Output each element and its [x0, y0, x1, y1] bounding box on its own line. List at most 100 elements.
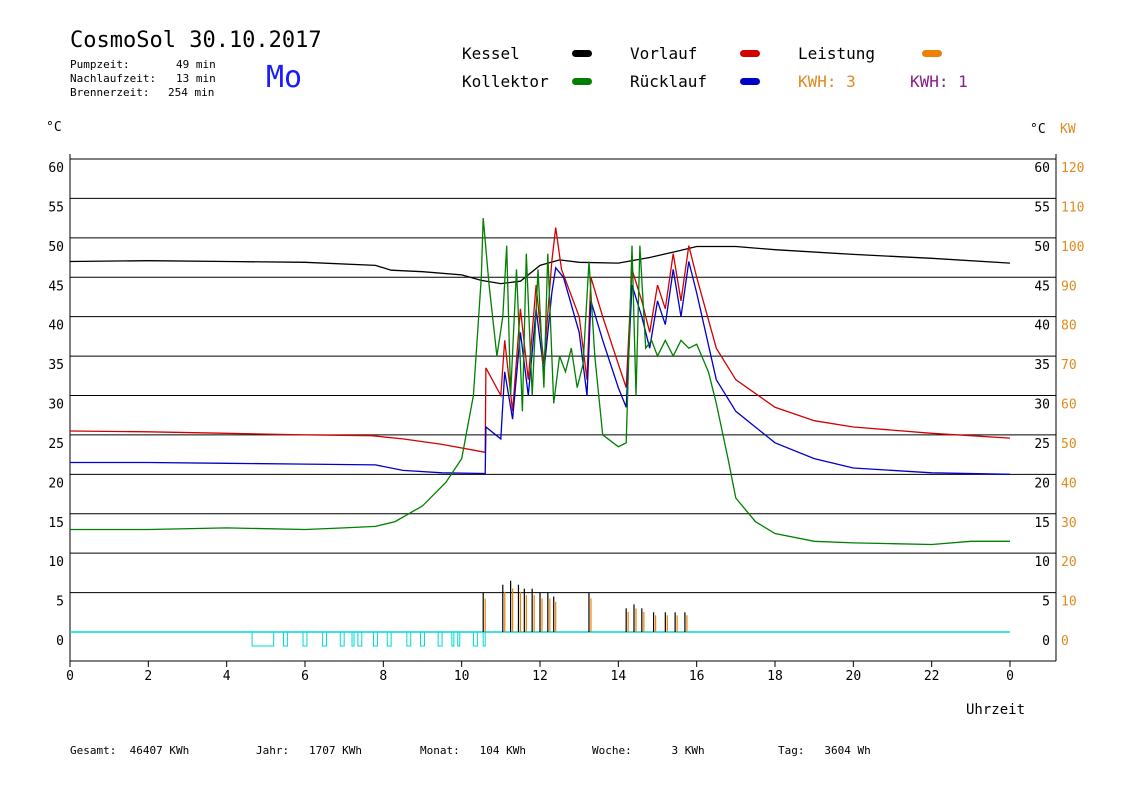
y-tick-label: 50	[48, 240, 64, 255]
x-tick-label: 6	[301, 669, 309, 684]
y-right-tick-label: 5	[1042, 595, 1050, 610]
x-tick-label: 0	[1006, 669, 1014, 684]
x-tick-label: 22	[924, 669, 940, 684]
x-tick-label: 0	[66, 669, 74, 684]
nachlaufzeit-value: 13 min	[176, 72, 216, 85]
pump-interval	[373, 631, 378, 647]
chart-title: CosmoSol 30.10.2017	[70, 28, 322, 53]
legend-kollektor: Kollektor	[462, 72, 549, 91]
y-right-tick-label: 10	[1034, 555, 1050, 570]
pumpzeit-value: 49 min	[176, 58, 216, 71]
y-tick-label: 5	[56, 595, 64, 610]
legend-kollektor-swatch	[572, 78, 592, 85]
pump-interval	[302, 631, 308, 647]
pump-interval	[437, 631, 443, 647]
y-tick-label: 35	[48, 358, 64, 373]
kw-tick-label: 100	[1061, 240, 1084, 255]
footer-jahr: Jahr: 1707 KWh	[256, 744, 362, 757]
series-line-kessel	[69, 245, 1011, 285]
kw-tick-label: 120	[1061, 161, 1084, 176]
pump-interval	[357, 631, 363, 647]
y-tick-label: 20	[48, 476, 64, 491]
y-tick-label: 0	[56, 634, 64, 649]
x-tick-label: 14	[611, 669, 627, 684]
y-right-tick-label: 35	[1034, 358, 1050, 373]
brennerzeit-label: Brennerzeit:	[70, 86, 150, 99]
weekday-label: Mo	[266, 60, 303, 95]
pump-interval	[322, 631, 328, 647]
kw-tick-label: 0	[1061, 634, 1069, 649]
y-tick-label: 15	[48, 516, 64, 531]
y-right-tick-label: 15	[1034, 516, 1050, 531]
legend-kessel-swatch	[572, 50, 592, 57]
y-right-tick-label: 25	[1034, 437, 1050, 452]
y-right-tick-label: 40	[1034, 319, 1050, 334]
kw-tick-label: 90	[1061, 279, 1077, 294]
y-right-tick-label: 20	[1034, 476, 1050, 491]
kw-tick-label: 20	[1061, 555, 1077, 570]
kw-tick-label: 110	[1061, 200, 1084, 215]
x-tick-label: 12	[532, 669, 548, 684]
y-right-tick-label: 45	[1034, 279, 1050, 294]
kw-tick-label: 60	[1061, 398, 1077, 413]
y-tick-label: 10	[48, 555, 64, 570]
pump-interval	[351, 631, 355, 647]
footer-tag: Tag: 3604 Wh	[778, 744, 871, 757]
y-right-tick-label: 55	[1034, 200, 1050, 215]
pumpzeit-label: Pumpzeit:	[70, 58, 130, 71]
left-axis-unit: °C	[46, 120, 62, 135]
x-axis-label: Uhrzeit	[966, 702, 1026, 718]
y-right-tick-label: 60	[1034, 161, 1050, 176]
y-tick-label: 55	[48, 200, 64, 215]
kw-tick-label: 80	[1061, 319, 1077, 334]
pump-interval	[457, 631, 461, 647]
series-line-kollektor	[70, 218, 1010, 546]
x-tick-label: 2	[144, 669, 152, 684]
kw-axis-unit: KW	[1060, 122, 1076, 137]
pump-interval	[406, 631, 412, 647]
pump-interval	[420, 631, 425, 647]
x-tick-label: 8	[379, 669, 387, 684]
pump-interval	[472, 631, 478, 647]
legend-leistung-swatch	[922, 50, 942, 57]
legend-vorlauf: Vorlauf	[630, 44, 698, 63]
pump-interval	[386, 631, 392, 647]
kw-tick-label: 50	[1061, 437, 1077, 452]
pump-interval	[482, 631, 486, 647]
legend-kwh-1: KWH: 1	[910, 72, 968, 91]
pump-interval	[451, 631, 455, 647]
y-tick-label: 40	[48, 319, 64, 334]
pump-interval	[339, 631, 345, 647]
kw-tick-label: 40	[1061, 476, 1077, 491]
series-line-ruecklauf	[70, 261, 1011, 475]
x-tick-label: 16	[689, 669, 705, 684]
legend-kwh-3: KWH: 3	[798, 72, 856, 91]
legend-kessel: Kessel	[462, 44, 520, 63]
x-tick-label: 18	[767, 669, 783, 684]
x-tick-label: 20	[846, 669, 862, 684]
x-tick-label: 4	[223, 669, 231, 684]
legend-ruecklauf: Rücklauf	[630, 72, 708, 91]
y-right-tick-label: 0	[1042, 634, 1050, 649]
legend-ruecklauf-swatch	[740, 78, 760, 85]
y-tick-label: 45	[48, 279, 64, 294]
series-line-vorlauf	[69, 227, 1011, 454]
legend-vorlauf-swatch	[740, 50, 760, 57]
brennerzeit-value: 254 min	[168, 86, 215, 99]
legend-leistung: Leistung	[798, 44, 876, 63]
y-right-tick-label: 50	[1034, 240, 1050, 255]
pump-interval	[282, 631, 288, 647]
right-axis-unit: °C	[1030, 122, 1046, 137]
kw-tick-label: 30	[1061, 516, 1077, 531]
footer-woche: Woche: 3 KWh	[592, 744, 705, 757]
x-tick-label: 10	[454, 669, 470, 684]
nachlaufzeit-label: Nachlaufzeit:	[70, 72, 157, 85]
y-tick-label: 60	[48, 161, 64, 176]
y-tick-label: 30	[48, 398, 64, 413]
y-right-tick-label: 30	[1034, 398, 1050, 413]
pump-interval	[251, 631, 275, 647]
kw-tick-label: 10	[1061, 595, 1077, 610]
footer-gesamt: Gesamt: 46407 KWh	[70, 744, 190, 757]
y-tick-label: 25	[48, 437, 64, 452]
